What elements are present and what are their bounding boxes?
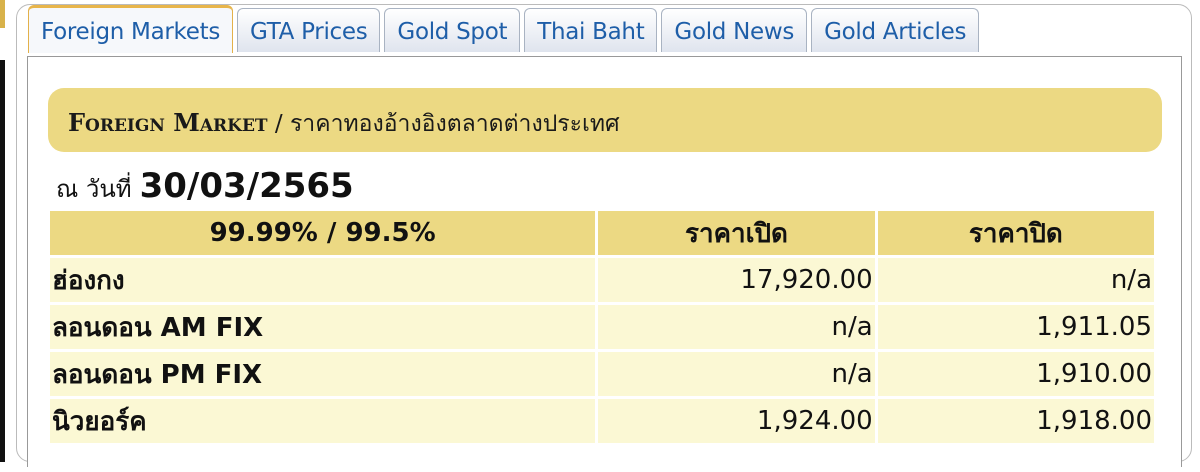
header-close-price: ราคาปิด bbox=[877, 211, 1154, 255]
close-price: 1,911.05 bbox=[877, 305, 1154, 349]
table-header-row: 99.99% / 99.5% ราคาเปิด ราคาปิด bbox=[50, 211, 1154, 255]
tab-gold-articles[interactable]: Gold Articles bbox=[811, 8, 980, 52]
tab-gold-news[interactable]: Gold News bbox=[661, 8, 808, 52]
section-title: Foreign Market / ราคาทองอ้างอิงตลาดต่างป… bbox=[68, 106, 620, 142]
tab-gold-spot[interactable]: Gold Spot bbox=[384, 8, 521, 52]
table-row: ลอนดอน AM FIX n/a 1,911.05 bbox=[50, 305, 1154, 349]
table-row: ฮ่องกง 17,920.00 n/a bbox=[50, 258, 1154, 302]
market-name: ลอนดอน AM FIX bbox=[50, 305, 596, 349]
close-price: 1,918.00 bbox=[877, 399, 1154, 443]
header-purity: 99.99% / 99.5% bbox=[50, 211, 596, 255]
open-price: 1,924.00 bbox=[598, 399, 875, 443]
close-price: n/a bbox=[877, 258, 1154, 302]
market-name: ฮ่องกง bbox=[50, 258, 596, 302]
open-price: 17,920.00 bbox=[598, 258, 875, 302]
left-edge-bar bbox=[0, 60, 5, 462]
title-english: Foreign Market bbox=[68, 108, 268, 137]
open-price: n/a bbox=[598, 352, 875, 396]
table-row: นิวยอร์ค 1,924.00 1,918.00 bbox=[50, 399, 1154, 443]
date-line: ณ วันที่ 30/03/2565 bbox=[56, 166, 354, 208]
tab-gta-prices[interactable]: GTA Prices bbox=[237, 8, 381, 52]
left-edge-decoration bbox=[0, 0, 5, 28]
date-label: ณ วันที่ bbox=[56, 175, 132, 203]
tab-foreign-markets[interactable]: Foreign Markets bbox=[28, 5, 234, 53]
title-separator: / bbox=[267, 111, 290, 137]
market-name: นิวยอร์ค bbox=[50, 399, 596, 443]
open-price: n/a bbox=[598, 305, 875, 349]
close-price: 1,910.00 bbox=[877, 352, 1154, 396]
date-value: 30/03/2565 bbox=[139, 166, 354, 206]
tab-bar: Foreign Markets GTA Prices Gold Spot Tha… bbox=[28, 5, 980, 53]
header-open-price: ราคาเปิด bbox=[598, 211, 875, 255]
section-title-bar: Foreign Market / ราคาทองอ้างอิงตลาดต่างป… bbox=[48, 88, 1162, 152]
title-thai: ราคาทองอ้างอิงตลาดต่างประเทศ bbox=[289, 111, 620, 137]
price-table: 99.99% / 99.5% ราคาเปิด ราคาปิด ฮ่องกง 1… bbox=[47, 208, 1157, 446]
market-name: ลอนดอน PM FIX bbox=[50, 352, 596, 396]
table-row: ลอนดอน PM FIX n/a 1,910.00 bbox=[50, 352, 1154, 396]
tab-thai-baht[interactable]: Thai Baht bbox=[524, 8, 658, 52]
